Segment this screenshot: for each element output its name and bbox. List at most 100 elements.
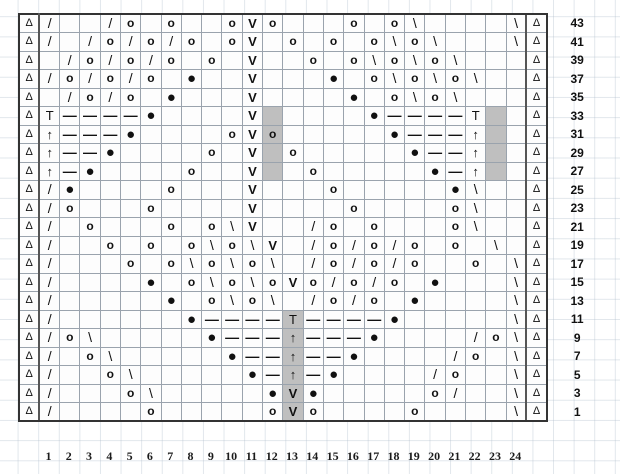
chart-cell: o — [140, 402, 162, 422]
chart-cell: — — [404, 106, 426, 126]
row-number-label: 9 — [573, 330, 581, 345]
chart-cell: / — [38, 198, 61, 218]
chart-cell — [282, 291, 304, 311]
yarn-over-icon: o — [309, 404, 317, 418]
chart-cell: V — [282, 272, 304, 292]
chart-cell: ● — [160, 291, 182, 311]
chart-cell — [140, 309, 162, 329]
chart-cell: Δ — [525, 365, 548, 385]
chart-cell: o — [79, 87, 101, 107]
chart-cell: / — [444, 346, 467, 366]
chart-cell: — — [444, 161, 467, 181]
chart-cell: / — [38, 254, 61, 274]
triangle-icon: Δ — [25, 294, 33, 307]
chart-cell: o — [404, 402, 426, 422]
chart-cell: Δ — [525, 254, 548, 274]
chart-cell: o — [119, 50, 142, 70]
decrease-slash-icon: \ — [514, 310, 518, 327]
purl-dash-icon: — — [62, 107, 77, 124]
chart-cell: \ — [505, 254, 527, 274]
yarn-over-icon: o — [187, 34, 196, 49]
chart-cell: — — [343, 328, 365, 348]
yarn-over-icon: o — [411, 71, 419, 86]
chart-cell — [485, 32, 507, 52]
chart-cell: — — [302, 328, 324, 348]
chart-cell: Δ — [525, 161, 548, 181]
vee-icon: V — [248, 108, 257, 124]
chart-cell — [485, 69, 507, 89]
grid-gutter — [547, 310, 567, 329]
chart-cell: ● — [383, 124, 406, 144]
chart-cell: o — [79, 346, 101, 366]
decrease-slash-icon: / — [311, 255, 316, 272]
triangle-icon: Δ — [532, 405, 541, 417]
yarn-over-icon: o — [228, 16, 236, 30]
chart-cell: o — [221, 13, 243, 33]
chart-cell: / — [38, 69, 61, 89]
yarn-over-icon: o — [472, 348, 480, 363]
chart-cell: Δ — [17, 69, 41, 89]
chart-cell — [140, 217, 162, 237]
chart-cell — [119, 346, 142, 366]
purl-dash-icon: — — [306, 310, 321, 327]
column-label-16: 16 — [346, 449, 359, 463]
grid-gutter — [547, 181, 567, 200]
chart-cell — [59, 291, 81, 311]
chart-cell: V — [241, 217, 264, 237]
chart-cell: ● — [404, 143, 426, 163]
decrease-slash-icon: / — [311, 218, 316, 235]
chart-cell — [282, 106, 304, 126]
chart-cell: Δ — [525, 13, 548, 33]
chart-cell — [201, 198, 223, 218]
yarn-over-icon: o — [167, 52, 175, 67]
decrease-slash-icon: / — [108, 15, 113, 31]
triangle-icon: Δ — [25, 238, 33, 251]
chart-cell: \ — [119, 365, 142, 385]
chart-cell: Δ — [17, 309, 41, 329]
chart-cell: o — [99, 32, 121, 52]
chart-cell: — — [79, 106, 101, 126]
chart-cell — [383, 198, 406, 218]
row-number-label: 43 — [570, 16, 584, 31]
chart-cell: — — [221, 309, 243, 329]
chart-cell — [322, 143, 345, 163]
yarn-over-icon: o — [126, 52, 135, 67]
chart-cell: T — [38, 106, 61, 126]
chart-cell: o — [302, 161, 324, 181]
chart-cell: \ — [505, 402, 527, 422]
decrease-slash-icon: / — [351, 292, 356, 309]
chart-cell — [79, 383, 101, 403]
chart-cell — [485, 346, 507, 366]
yarn-over-icon: o — [106, 71, 114, 86]
chart-cell: Δ — [17, 50, 41, 70]
yarn-over-icon: o — [451, 200, 460, 215]
purl-dot-icon: ● — [389, 310, 400, 328]
triangle-icon: Δ — [532, 53, 541, 66]
grid-gutter — [547, 14, 567, 33]
chart-cell: V — [241, 106, 264, 126]
chart-cell: o — [322, 254, 345, 274]
chart-cell: o — [160, 254, 182, 274]
decrease-slash-icon: / — [47, 329, 52, 346]
chart-cell: ● — [180, 69, 203, 89]
chart-cell: o — [59, 198, 81, 218]
row-number-label: 17 — [570, 256, 584, 271]
arrow-up-icon: ↑ — [46, 145, 53, 161]
chart-cell — [99, 161, 121, 181]
decrease-slash-icon: / — [47, 33, 52, 50]
chart-cell: Δ — [17, 254, 41, 274]
yarn-over-icon: o — [86, 89, 94, 104]
chart-cell: Δ — [17, 13, 41, 33]
chart-cell: / — [302, 254, 324, 274]
decrease-slash-icon: / — [311, 292, 316, 309]
decrease-slash-icon: / — [453, 384, 458, 401]
chart-cell — [383, 402, 406, 422]
chart-cell: / — [160, 32, 182, 52]
chart-cell — [140, 291, 162, 311]
chart-cell — [505, 161, 527, 181]
triangle-icon: Δ — [25, 386, 33, 399]
chart-cell: V — [241, 32, 264, 52]
decrease-slash-icon: \ — [433, 33, 438, 50]
grid-gutter — [547, 329, 567, 348]
